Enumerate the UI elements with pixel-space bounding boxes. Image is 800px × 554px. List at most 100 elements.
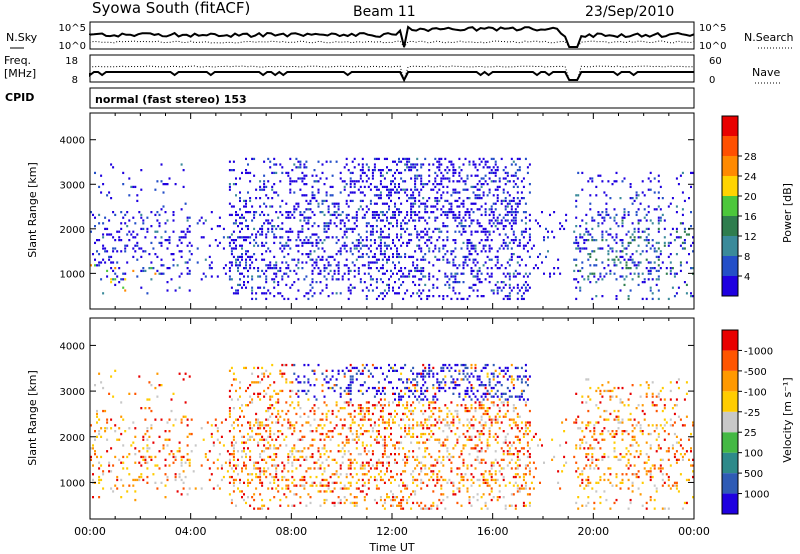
range-cell — [408, 496, 411, 499]
velocity-cells — [90, 363, 695, 510]
noise-panel: N.Sky 10^5 10^0 10^5 10^0 N.Search — [6, 21, 794, 52]
range-cell — [424, 432, 427, 436]
range-cell — [408, 430, 411, 433]
range-cell — [494, 188, 497, 191]
range-cell — [593, 250, 596, 253]
range-cell — [261, 470, 264, 473]
range-cell — [339, 467, 342, 470]
range-cell — [329, 269, 332, 273]
range-cell — [400, 478, 403, 482]
range-cell — [472, 415, 475, 418]
range-cell — [275, 191, 278, 194]
range-cell — [279, 205, 282, 208]
range-cell — [239, 216, 242, 219]
range-cell — [345, 386, 348, 390]
range-cell — [237, 398, 240, 401]
range-cell — [218, 487, 221, 490]
range-cell — [241, 441, 244, 444]
range-cell — [144, 236, 147, 239]
range-cell — [601, 230, 604, 233]
range-cell — [323, 444, 326, 447]
range-cell — [130, 444, 133, 447]
range-cell — [488, 432, 491, 436]
range-cell — [319, 484, 322, 487]
range-cell — [158, 384, 161, 387]
range-cell — [136, 199, 139, 203]
range-cell — [466, 255, 469, 259]
range-cell — [532, 244, 535, 247]
range-cell — [394, 478, 397, 482]
range-cell — [585, 230, 588, 233]
range-cell — [424, 183, 427, 186]
range-cell — [166, 247, 169, 250]
range-cell — [373, 216, 376, 219]
range-cell — [383, 213, 386, 217]
range-cell — [396, 188, 399, 191]
range-cell — [476, 272, 479, 275]
range-cell — [323, 424, 326, 427]
range-cell — [349, 177, 352, 180]
range-cell — [104, 430, 107, 433]
range-cell — [134, 250, 137, 253]
range-cell — [275, 401, 278, 404]
range-cell — [470, 366, 473, 370]
range-cell — [311, 281, 314, 284]
range-cell — [444, 225, 447, 228]
range-cell — [188, 258, 191, 261]
range-cell — [283, 244, 286, 247]
range-cell — [307, 216, 310, 219]
range-cell — [92, 496, 95, 499]
range-cell — [267, 455, 270, 459]
range-cell — [164, 464, 167, 467]
range-cell — [174, 478, 177, 482]
noise-left-tick-top: 10^5 — [59, 23, 86, 34]
range-cell — [434, 407, 437, 410]
range-cell — [476, 455, 479, 459]
range-cell — [607, 258, 610, 261]
range-cell — [271, 197, 274, 200]
range-cell — [398, 208, 401, 211]
range-cell — [512, 180, 515, 183]
range-cell — [345, 441, 348, 444]
range-cell — [239, 199, 242, 203]
range-cell — [659, 219, 662, 222]
range-cell — [412, 205, 415, 208]
range-cell — [494, 171, 497, 175]
range-cell — [442, 211, 445, 214]
range-cell — [309, 484, 312, 487]
range-cell — [482, 384, 485, 387]
range-cell — [436, 197, 439, 200]
range-cell — [180, 418, 183, 421]
range-cell — [377, 236, 380, 239]
range-cell — [381, 372, 384, 375]
range-cell — [164, 496, 167, 499]
range-cell — [404, 188, 407, 191]
range-cell — [168, 438, 171, 441]
range-cell — [480, 295, 483, 298]
range-cell — [381, 264, 384, 267]
range-cell — [154, 188, 157, 191]
range-cell — [357, 453, 360, 456]
range-cell — [406, 487, 409, 490]
range-cell — [339, 191, 342, 194]
range-cell — [386, 292, 389, 295]
range-cell — [232, 470, 235, 473]
range-cell — [494, 160, 497, 163]
range-cell — [480, 384, 483, 387]
range-cell — [392, 493, 395, 496]
range-cell — [492, 404, 495, 407]
range-cell — [643, 281, 646, 284]
range-cell — [299, 163, 302, 166]
range-cell — [307, 381, 310, 384]
colorbar-tick-label: 12 — [744, 232, 757, 243]
range-cell — [343, 180, 346, 183]
range-cell — [311, 407, 314, 410]
range-cell — [251, 473, 254, 476]
range-cell — [259, 493, 262, 496]
range-cell — [498, 409, 501, 413]
range-cell — [450, 205, 453, 208]
colorbar-cell — [722, 256, 738, 276]
range-cell — [230, 384, 233, 387]
noise-left-label: N.Sky — [6, 31, 38, 44]
range-cell — [414, 384, 417, 387]
